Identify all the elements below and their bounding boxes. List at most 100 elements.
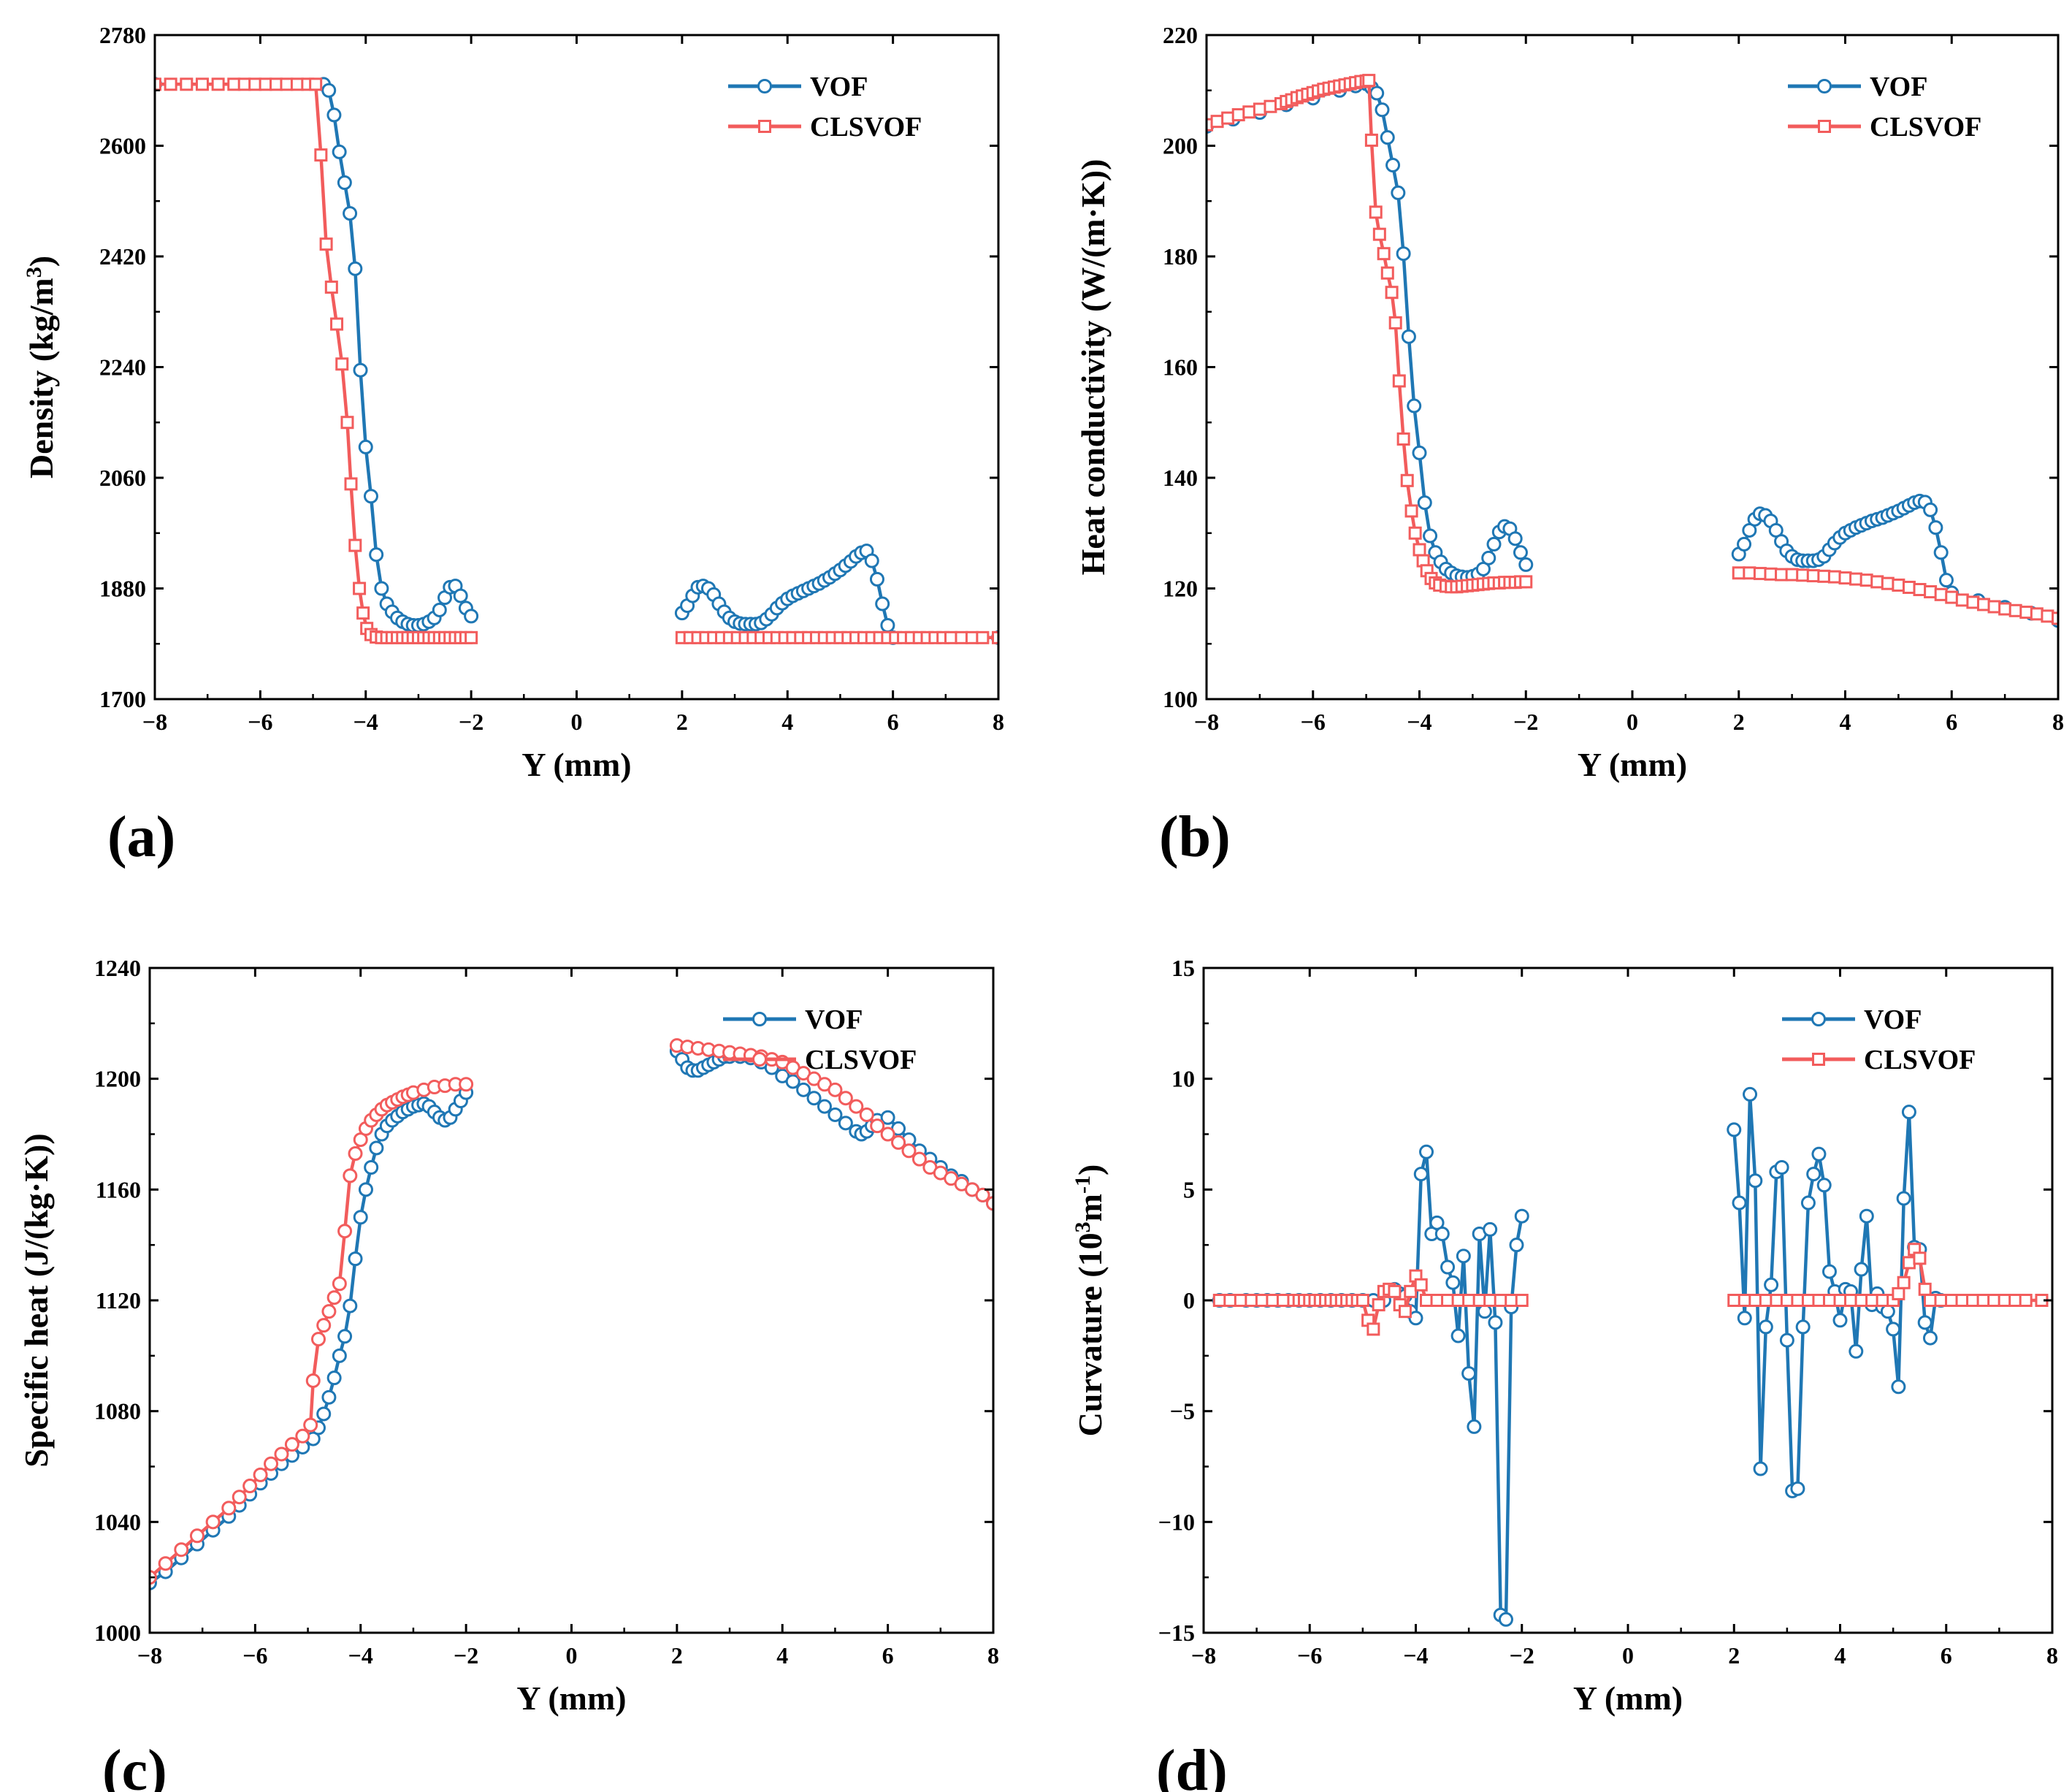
data-point-clsvof	[1362, 74, 1376, 88]
data-point-clsvof	[1838, 571, 1852, 585]
data-point-vof	[1790, 1481, 1805, 1496]
legend-label-clsvof: CLSVOF	[805, 1045, 917, 1075]
data-point-clsvof	[1356, 1294, 1369, 1307]
data-point-clsvof	[356, 606, 370, 620]
legend-marker-vof	[752, 1012, 767, 1026]
data-point-clsvof	[155, 77, 161, 91]
y-axis-title: Specific heat (J/(kg·K))	[18, 1133, 55, 1467]
data-point-clsvof	[1759, 1294, 1773, 1307]
data-point-vof	[453, 588, 468, 603]
data-point-vof	[348, 261, 363, 276]
data-point-clsvof	[1253, 102, 1266, 116]
x-tick-label: −2	[459, 709, 483, 735]
data-point-vof	[464, 609, 479, 624]
x-axis-title: Y (mm)	[516, 1679, 626, 1717]
data-point-vof	[353, 1210, 368, 1225]
data-point-clsvof	[955, 630, 968, 644]
data-point-clsvof	[1785, 568, 1799, 582]
data-point-clsvof	[891, 1135, 906, 1150]
data-point-vof	[827, 1107, 843, 1122]
data-point-clsvof	[324, 281, 338, 294]
data-point-vof	[363, 489, 378, 504]
panel-d: −8 −6 −4 −2 0 2 4 6 8 −15 −10 −5 0 5 10 15 Y (mm) Curvatu…	[1071, 955, 2058, 1792]
legend: VOF CLSVOF	[1782, 1004, 1976, 1075]
data-point-vof	[1748, 1173, 1763, 1189]
data-point-vof	[1509, 1238, 1524, 1253]
data-point-clsvof	[1255, 1294, 1269, 1307]
legend-label-vof: VOF	[805, 1004, 863, 1035]
y-tick-label: −5	[1170, 1398, 1195, 1425]
data-point-vof	[1854, 1262, 1869, 1277]
y-tick-label: 120	[1163, 576, 1198, 602]
y-axis-title-tail: )	[23, 256, 60, 267]
data-point-clsvof	[1388, 1284, 1402, 1298]
y-axis-title-sup: 3	[1071, 1221, 1095, 1232]
data-point-clsvof	[1833, 1294, 1847, 1307]
y-axis-title-main: Heat conductivity (W/(m·K))	[1074, 159, 1112, 576]
data-point-clsvof	[227, 77, 241, 91]
y-tick-label: 10	[1171, 1066, 1195, 1092]
data-point-clsvof	[1441, 1294, 1455, 1307]
legend: VOF CLSVOF	[723, 1004, 917, 1075]
data-point-clsvof	[290, 77, 304, 91]
data-point-clsvof	[1398, 1305, 1412, 1319]
legend-marker-clsvof	[752, 1052, 767, 1067]
data-point-clsvof	[274, 1446, 289, 1462]
data-point-clsvof	[975, 1187, 990, 1202]
data-point-clsvof	[944, 630, 958, 644]
x-tick-label: −4	[348, 1642, 373, 1669]
data-point-vof	[1880, 1304, 1895, 1319]
data-point-clsvof	[353, 582, 367, 595]
data-point-clsvof	[1859, 573, 1873, 587]
y-axis-title: Curvature (103m-1)	[1071, 1164, 1109, 1437]
data-point-clsvof	[976, 630, 990, 644]
data-point-vof	[358, 1182, 373, 1197]
data-point-vof	[326, 1370, 342, 1386]
data-point-clsvof	[965, 630, 979, 644]
data-point-clsvof	[348, 1146, 363, 1162]
data-point-vof	[1513, 545, 1528, 560]
data-point-clsvof	[1924, 585, 1938, 599]
y-axis-title-main: Specific heat (J/(kg·K))	[18, 1133, 55, 1467]
data-point-vof	[1518, 557, 1534, 572]
data-point-vof	[1434, 1227, 1450, 1241]
data-point-clsvof	[1245, 1294, 1258, 1307]
y-tick-label: 1200	[94, 1066, 141, 1092]
legend: VOF CLSVOF	[1788, 72, 1981, 142]
x-tick-label: −2	[1510, 1642, 1534, 1669]
data-point-vof	[817, 1099, 832, 1114]
data-point-clsvof	[319, 237, 333, 251]
data-point-clsvof	[1223, 1294, 1237, 1307]
data-point-vof	[1514, 1208, 1529, 1224]
data-point-clsvof	[344, 477, 358, 491]
data-point-clsvof	[2008, 603, 2022, 617]
x-tick-label: 4	[781, 709, 793, 735]
y-tick-label: 1240	[94, 955, 141, 981]
y-tick-label: 15	[1171, 955, 1195, 981]
x-tick-label: 2	[671, 1642, 683, 1669]
data-point-clsvof	[158, 1556, 173, 1571]
data-point-clsvof	[337, 1224, 353, 1239]
y-tick-label: 2420	[99, 243, 146, 270]
data-point-clsvof	[305, 1373, 321, 1388]
data-point-clsvof	[1987, 600, 2001, 614]
data-point-clsvof	[1377, 247, 1391, 261]
data-point-vof	[353, 362, 368, 378]
data-point-clsvof	[1881, 576, 1895, 590]
plot-area-c	[150, 1038, 993, 1590]
data-point-clsvof	[1451, 1294, 1465, 1307]
x-tick-label: 0	[1626, 709, 1638, 735]
data-point-vof	[1419, 1144, 1434, 1159]
y-tick-label: 1700	[99, 686, 146, 712]
x-tick-label: −8	[1191, 1642, 1216, 1669]
plot-area-a	[155, 77, 998, 645]
data-point-clsvof	[1266, 1294, 1280, 1307]
data-point-vof	[1737, 536, 1752, 552]
data-point-clsvof	[1234, 1294, 1247, 1307]
data-point-vof	[1477, 1304, 1492, 1319]
legend-label-clsvof: CLSVOF	[810, 112, 922, 142]
data-point-clsvof	[248, 77, 262, 91]
y-tick-label: 1160	[96, 1176, 141, 1202]
x-tick-label: 0	[571, 709, 583, 735]
